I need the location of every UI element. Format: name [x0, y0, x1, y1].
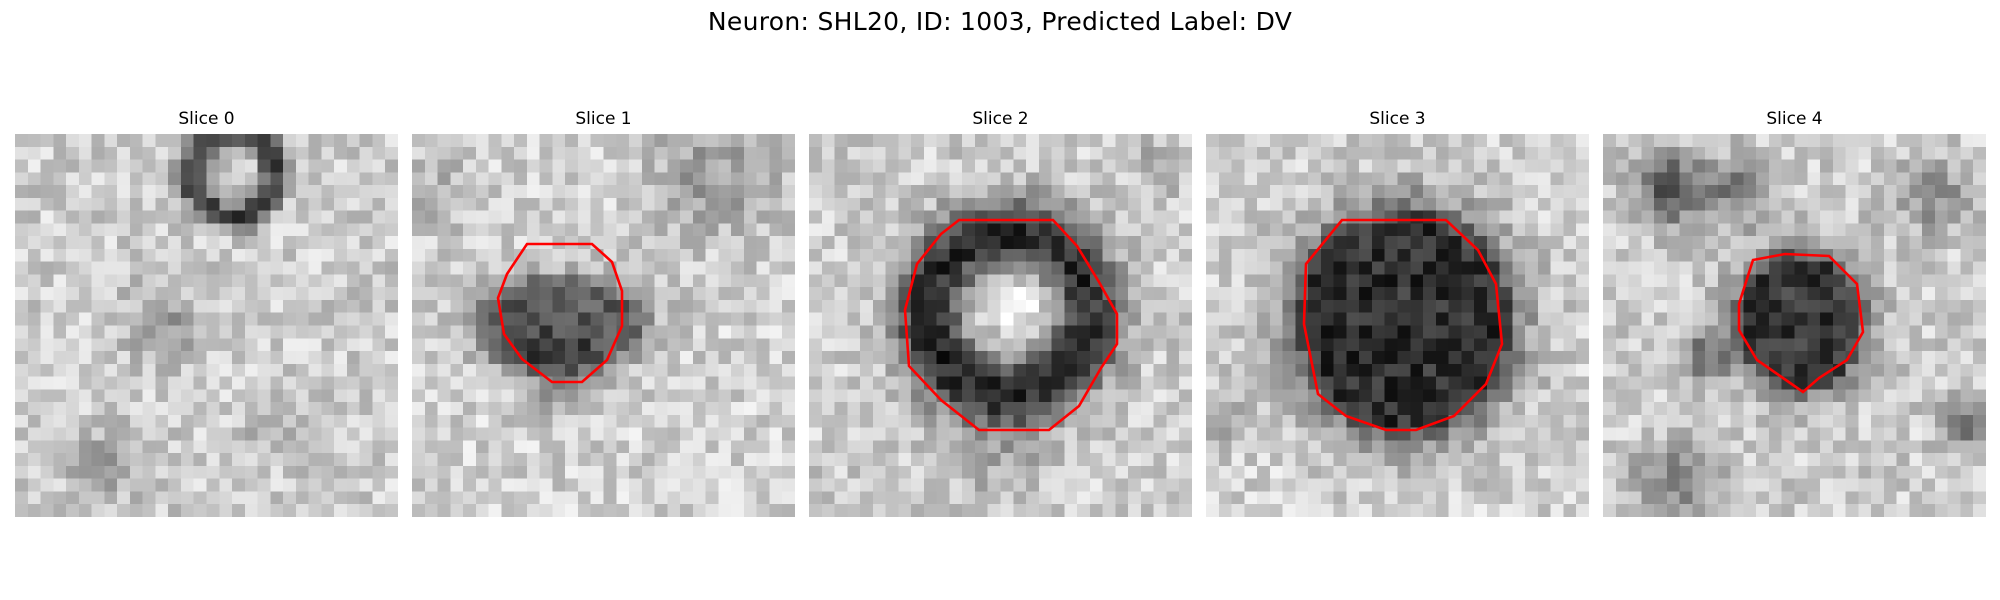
roi-contour [496, 242, 624, 384]
figure-title: Neuron: SHL20, ID: 1003, Predicted Label… [707, 7, 1293, 36]
slice-title: Slice 4 [1766, 109, 1823, 129]
roi-contour [1302, 218, 1504, 432]
slice-image [1206, 134, 1589, 517]
grayscale-patch [809, 134, 1192, 517]
overlay [903, 218, 1119, 432]
slice-panel-1: Slice 1 [412, 108, 795, 517]
overlay [1737, 252, 1865, 394]
slice-title: Slice 3 [1369, 109, 1426, 129]
slice-image [809, 134, 1192, 517]
slice-panel-3: Slice 3 [1206, 108, 1589, 517]
overlay [1302, 218, 1504, 432]
slice-image [412, 134, 795, 517]
grayscale-patch [1603, 134, 1986, 517]
slice-title: Slice 0 [178, 109, 235, 129]
slice-panel-2: Slice 2 [809, 108, 1192, 517]
overlay [15, 134, 398, 517]
roi-contour [1737, 252, 1865, 394]
slice-image [1603, 134, 1986, 517]
grayscale-patch [1206, 134, 1589, 517]
overlay [496, 242, 624, 384]
grayscale-patch [412, 134, 795, 517]
grayscale-patch [15, 134, 398, 517]
slice-panel-4: Slice 4 [1603, 108, 1986, 517]
slice-title: Slice 2 [972, 109, 1029, 129]
roi-contour [903, 218, 1119, 432]
slice-panel-0: Slice 0 [15, 108, 398, 517]
slice-title: Slice 1 [575, 109, 632, 129]
slice-image [15, 134, 398, 517]
